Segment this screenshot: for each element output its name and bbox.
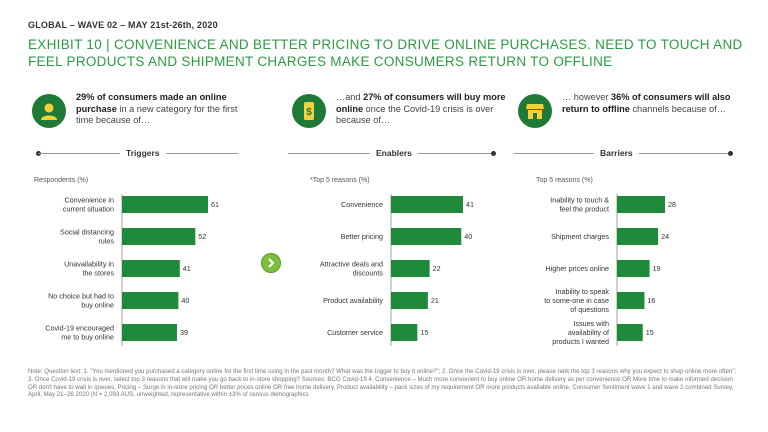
barriers-bar-chart: Inability to touch & feel the product 28 Sh…	[544, 194, 676, 346]
barriers-subtitle: Top 5 reasons (%)	[536, 177, 593, 184]
value-label: 22	[433, 264, 441, 273]
phone-dollar-icon: $	[292, 94, 326, 128]
bar	[617, 228, 659, 245]
enablers-column: $ …and 27% of consumers will buy more on…	[288, 90, 518, 360]
triggers-column: 29% of consumers made an online purchase…	[28, 90, 258, 360]
triggers-intro: 29% of consumers made an online purchase…	[76, 92, 238, 125]
category-label: Unavailability in the stores	[64, 260, 114, 278]
exhibit-title: EXHIBIT 10 | CONVENIENCE AND BETTER PRIC…	[28, 37, 743, 69]
enablers-bar-chart: Convenience 41 Better pricing 40 Attractive …	[320, 194, 474, 346]
bar	[391, 324, 418, 341]
barriers-intro: … however 36% of consumers will also ret…	[562, 92, 731, 114]
bar	[122, 196, 208, 213]
value-label: 41	[466, 200, 474, 209]
category-label: Higher prices online	[545, 264, 609, 273]
category-label: Covid-19 encouraged me to buy online	[45, 324, 114, 342]
value-label: 16	[647, 296, 655, 305]
bar	[617, 292, 645, 309]
enablers-subtitle: *Top 5 reasons (%)	[310, 177, 370, 184]
value-label: 39	[180, 328, 188, 337]
svg-text:$: $	[306, 107, 312, 118]
enablers-intro: …and 27% of consumers will buy more onli…	[336, 92, 506, 125]
bar	[617, 196, 665, 213]
wave-label: GLOBAL – WAVE 02 – MAY 21st-26th, 2020	[28, 20, 218, 30]
triggers-bar-chart: Convenience in current situation 61 Social …	[45, 194, 219, 346]
enablers-heading: Enablers	[370, 148, 418, 158]
category-label: Inability to touch & feel the product	[550, 196, 609, 214]
barriers-heading: Barriers	[594, 148, 639, 158]
category-label: Convenience	[341, 200, 383, 209]
value-label: 41	[183, 264, 191, 273]
value-label: 40	[464, 232, 472, 241]
barriers-column: … however 36% of consumers will also ret…	[514, 90, 744, 360]
category-label: Social distancing rules	[60, 228, 114, 246]
bar	[391, 292, 428, 309]
value-label: 24	[661, 232, 669, 241]
category-label: Issues with availability of products I wan…	[552, 319, 609, 346]
bar	[617, 324, 643, 341]
category-label: Convenience in current situation	[63, 196, 114, 214]
value-label: 52	[198, 232, 206, 241]
value-label: 19	[653, 264, 661, 273]
bar	[391, 260, 430, 277]
value-label: 28	[668, 200, 676, 209]
category-label: Better pricing	[341, 232, 383, 241]
triggers-heading: Triggers	[120, 148, 166, 158]
footnote: Note: Question text: 1. "You mentioned y…	[28, 368, 737, 399]
divider-dot	[491, 151, 496, 156]
category-label: Customer service	[327, 328, 383, 337]
value-label: 15	[646, 328, 654, 337]
bar	[391, 228, 462, 245]
category-label: Attractive deals and discounts	[320, 260, 384, 278]
storefront-icon	[518, 94, 552, 128]
category-label: No choice but had to buy online	[48, 292, 114, 310]
bar	[122, 292, 179, 309]
bar	[122, 228, 196, 245]
bar	[122, 260, 180, 277]
category-label: Shipment charges	[551, 232, 609, 241]
value-label: 61	[211, 200, 219, 209]
category-label: Inability to speak to some-one in case of …	[544, 287, 609, 314]
person-icon	[32, 94, 66, 128]
chevron-right-icon	[261, 253, 281, 273]
divider-dot	[728, 151, 733, 156]
bar	[617, 260, 650, 277]
value-label: 21	[431, 296, 439, 305]
value-label: 40	[181, 296, 189, 305]
value-label: 15	[420, 328, 428, 337]
bar	[122, 324, 177, 341]
bar	[391, 196, 463, 213]
triggers-subtitle: Respondents (%)	[34, 177, 89, 184]
category-label: Product availability	[323, 296, 383, 305]
